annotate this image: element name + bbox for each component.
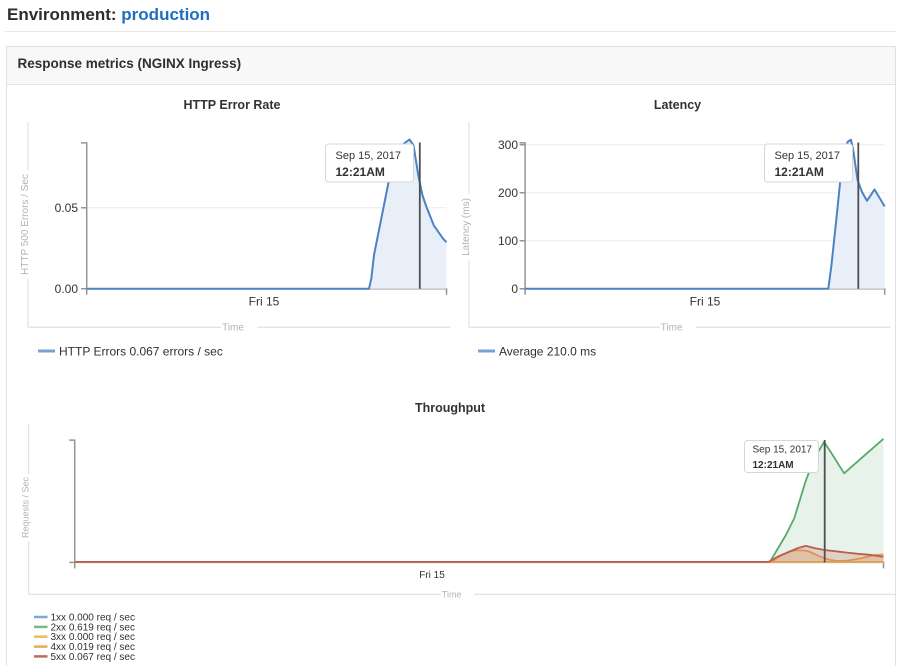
svg-text:Fri 15: Fri 15 [249,295,280,309]
svg-text:0.00: 0.00 [55,282,79,296]
svg-text:Sep 15, 2017: Sep 15, 2017 [775,150,840,162]
svg-text:3xx 0.000 req / sec: 3xx 0.000 req / sec [51,632,136,643]
svg-text:4xx 0.019 req / sec: 4xx 0.019 req / sec [51,642,136,653]
svg-text:Sep 15, 2017: Sep 15, 2017 [753,445,813,456]
svg-text:100: 100 [498,234,518,248]
svg-text:0.05: 0.05 [55,201,79,215]
svg-text:HTTP Error Rate: HTTP Error Rate [183,98,280,112]
svg-text:Fri 15: Fri 15 [690,295,721,309]
svg-text:5xx 0.067 req / sec: 5xx 0.067 req / sec [51,652,136,663]
svg-text:Latency: Latency [654,98,701,112]
svg-text:Fri 15: Fri 15 [419,570,445,581]
svg-text:HTTP 500 Errors / Sec: HTTP 500 Errors / Sec [20,174,31,275]
svg-text:300: 300 [498,138,518,152]
svg-text:12:21AM: 12:21AM [775,165,824,179]
svg-text:Time: Time [442,590,462,600]
svg-text:2xx 0.619 req / sec: 2xx 0.619 req / sec [51,622,136,633]
svg-text:Sep 15, 2017: Sep 15, 2017 [336,150,401,162]
svg-text:Time: Time [661,323,683,334]
svg-text:12:21AM: 12:21AM [336,165,385,179]
svg-text:Time: Time [222,323,244,334]
svg-text:200: 200 [498,186,518,200]
svg-text:1xx 0.000 req / sec: 1xx 0.000 req / sec [51,613,136,624]
svg-text:Average 210.0 ms: Average 210.0 ms [499,345,596,359]
svg-text:HTTP Errors 0.067 errors / sec: HTTP Errors 0.067 errors / sec [59,345,223,359]
svg-text:0: 0 [511,282,518,296]
svg-text:Throughput: Throughput [415,401,486,415]
svg-text:Requests / Sec: Requests / Sec [21,476,31,538]
svg-text:Latency (ms): Latency (ms) [461,198,472,256]
svg-text:12:21AM: 12:21AM [753,460,794,471]
